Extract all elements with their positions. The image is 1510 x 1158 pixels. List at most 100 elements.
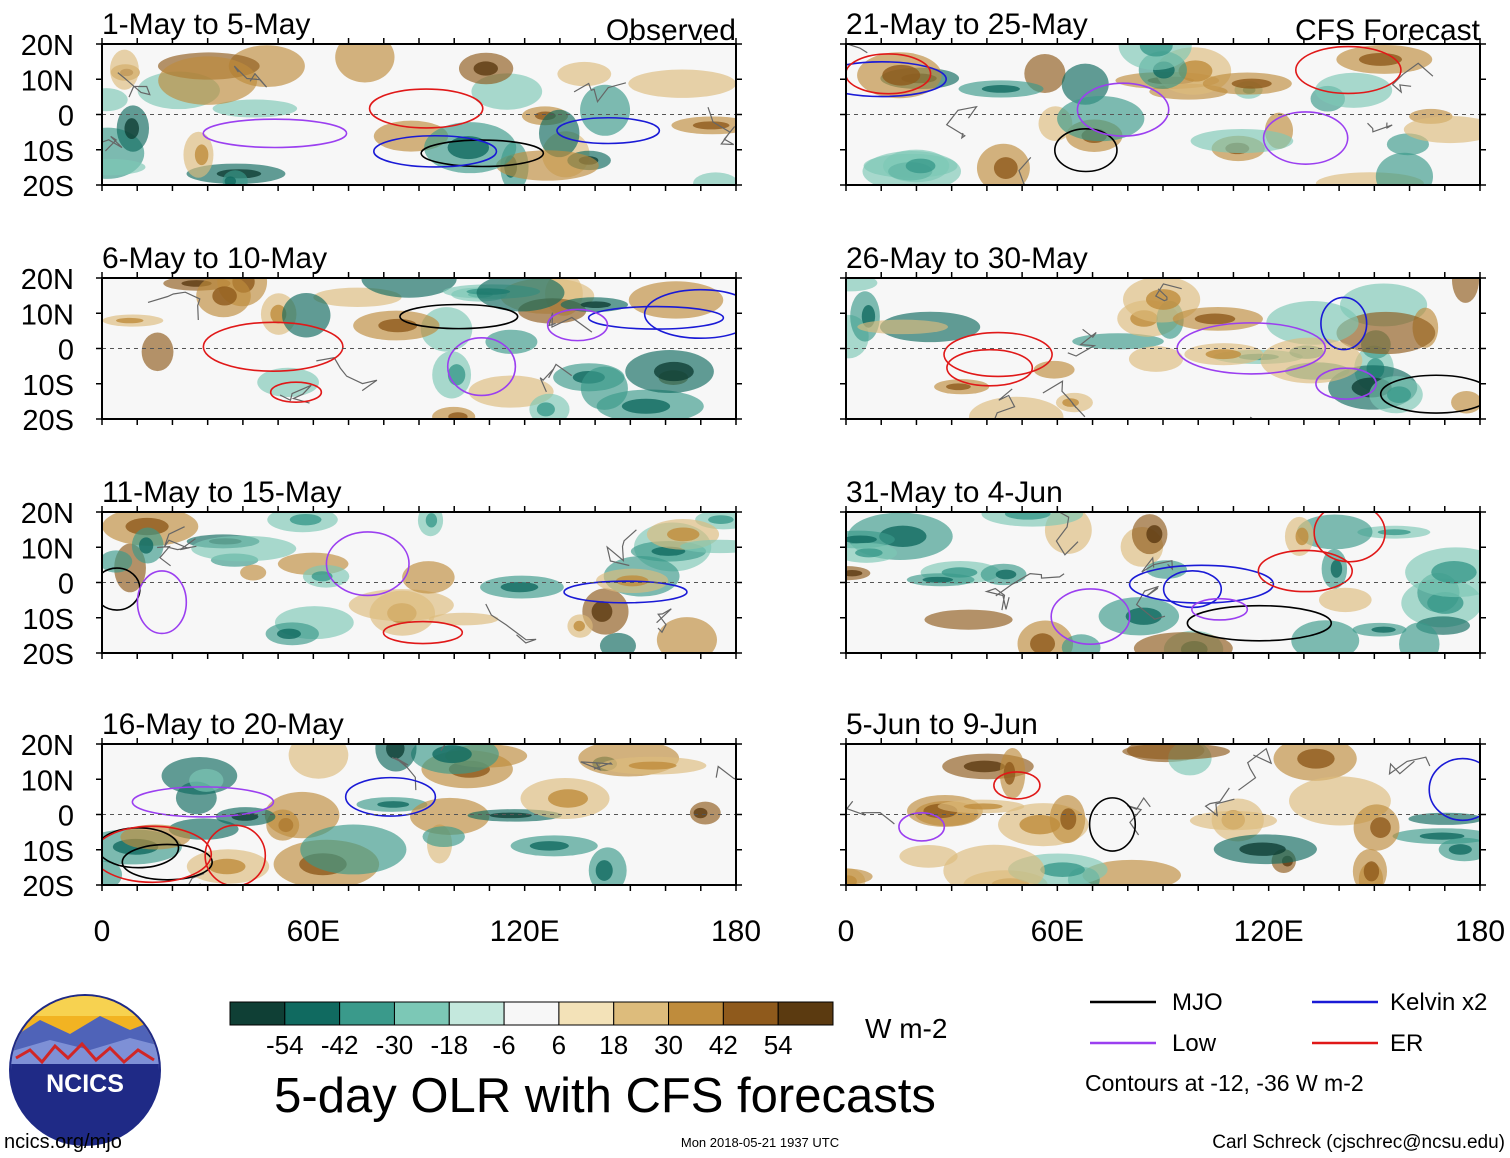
olr-anomaly-core <box>432 745 472 764</box>
olr-anomaly-field <box>846 512 1480 653</box>
olr-anomaly-blob <box>428 612 499 626</box>
ncics-logo: NCICS <box>9 994 161 1146</box>
coastline <box>580 761 613 771</box>
olr-anomaly-core <box>666 527 700 542</box>
olr-anomaly-blob <box>1375 152 1434 185</box>
colorbar-swatch <box>558 1001 615 1026</box>
contour-er <box>946 348 1034 387</box>
colorbar-tick-label: -30 <box>376 1030 414 1060</box>
olr-anomaly-core <box>1231 78 1272 89</box>
olr-anomaly-blob <box>538 109 580 158</box>
coastline <box>606 529 637 567</box>
olr-anomaly-blob <box>102 860 123 885</box>
contour-mjo <box>1186 604 1333 642</box>
colorbar-tick-label: -42 <box>321 1030 359 1060</box>
olr-anomaly-blob <box>1399 622 1440 653</box>
y-tick-label: 10S <box>22 604 74 636</box>
olr-anomaly-core <box>124 118 139 139</box>
x-tick-label: 120E <box>490 915 560 948</box>
olr-anomaly-core <box>1370 817 1391 838</box>
olr-anomaly-core <box>708 515 734 525</box>
olr-anomaly-core <box>580 301 611 308</box>
olr-anomaly-blob <box>102 88 128 112</box>
y-tick-label: 20N <box>21 730 74 762</box>
contour-mjo <box>1088 797 1137 852</box>
olr-anomaly-core <box>1386 386 1412 404</box>
contour-low <box>131 786 275 818</box>
olr-anomaly-core <box>1419 832 1465 840</box>
olr-anomaly-core <box>1205 349 1242 360</box>
olr-anomaly-core <box>963 760 1005 773</box>
contour-low <box>202 118 348 149</box>
contour-mjo <box>1379 374 1480 414</box>
colorbar-swatch <box>393 1001 450 1026</box>
y-tick-label: 0 <box>58 569 74 601</box>
panel-0-3: 16-May to 20-May <box>96 708 742 891</box>
olr-anomaly-core <box>595 860 613 881</box>
olr-anomaly-blob <box>402 561 455 594</box>
olr-anomaly-blob <box>1033 360 1075 379</box>
olr-anomaly-core <box>447 364 466 386</box>
olr-anomaly-core <box>1004 512 1051 520</box>
y-tick-label: 10N <box>21 765 74 797</box>
coastline <box>715 765 736 780</box>
olr-anomaly-core <box>208 858 246 875</box>
contour-mjo <box>420 139 545 168</box>
contour-low <box>136 570 188 635</box>
contour-er <box>943 331 1053 378</box>
colorbar-tick-label: 30 <box>654 1030 683 1060</box>
olr-anomaly-core <box>289 513 322 526</box>
coastline <box>846 44 868 54</box>
olr-anomaly-blob <box>468 375 554 408</box>
contour-kelvin-x2 <box>587 305 725 330</box>
olr-anomaly-blob <box>846 868 873 885</box>
coastline <box>117 72 151 98</box>
olr-anomaly-core <box>125 517 169 536</box>
coastline <box>1141 556 1174 573</box>
olr-anomaly-core <box>1040 862 1085 877</box>
olr-anomaly-blob <box>1118 44 1192 70</box>
olr-anomaly-blob <box>1190 128 1294 154</box>
olr-anomaly-blob <box>628 69 736 98</box>
column-header: CFS Forecast <box>1295 14 1481 47</box>
panel-title: 11-May to 15-May <box>102 476 342 509</box>
olr-anomaly-blob <box>102 158 146 176</box>
contour-er <box>269 381 323 403</box>
olr-anomaly-blob <box>282 292 331 338</box>
olr-anomaly-core <box>1377 529 1411 536</box>
olr-anomaly-blob <box>189 768 224 792</box>
olr-anomaly-field <box>102 744 736 885</box>
y-tick-label: 10S <box>22 370 74 402</box>
olr-anomaly-blob <box>496 150 599 181</box>
contour-er <box>1313 512 1386 563</box>
contour-er <box>1294 45 1402 95</box>
y-tick-label: 0 <box>58 335 74 367</box>
colorbar-swatch <box>722 1001 779 1026</box>
contour-er <box>846 53 932 95</box>
olr-anomaly-blob <box>264 791 340 839</box>
olr-anomaly-blob <box>102 550 133 573</box>
contour-er <box>102 825 213 884</box>
olr-anomaly-core <box>882 64 921 86</box>
coastline <box>1127 796 1151 836</box>
coastline <box>147 291 201 321</box>
olr-anomaly-field <box>102 278 736 419</box>
olr-anomaly-blob <box>1024 54 1066 94</box>
olr-anomaly-blob <box>1336 311 1436 355</box>
olr-anomaly-core <box>1330 559 1343 578</box>
colorbar-units: W m-2 <box>865 1013 947 1044</box>
y-tick-label: 0 <box>58 101 74 133</box>
x-tick-label: 180 <box>1455 915 1505 948</box>
legend-label: Low <box>1172 1030 1217 1057</box>
olr-anomaly-blob <box>580 84 631 136</box>
panel-1-0: 21-May to 25-May CFS Forecast <box>840 8 1486 191</box>
coastline <box>994 388 1016 419</box>
olr-anomaly-core <box>377 801 410 808</box>
coastline <box>1367 122 1393 133</box>
olr-anomaly-core <box>1062 398 1079 407</box>
footer-url[interactable]: ncics.org/mjo <box>4 1131 122 1153</box>
olr-anomaly-blob <box>158 56 258 105</box>
olr-anomaly-core <box>536 402 555 417</box>
legend-label: MJO <box>1172 989 1223 1016</box>
olr-anomaly-blob <box>899 844 958 868</box>
